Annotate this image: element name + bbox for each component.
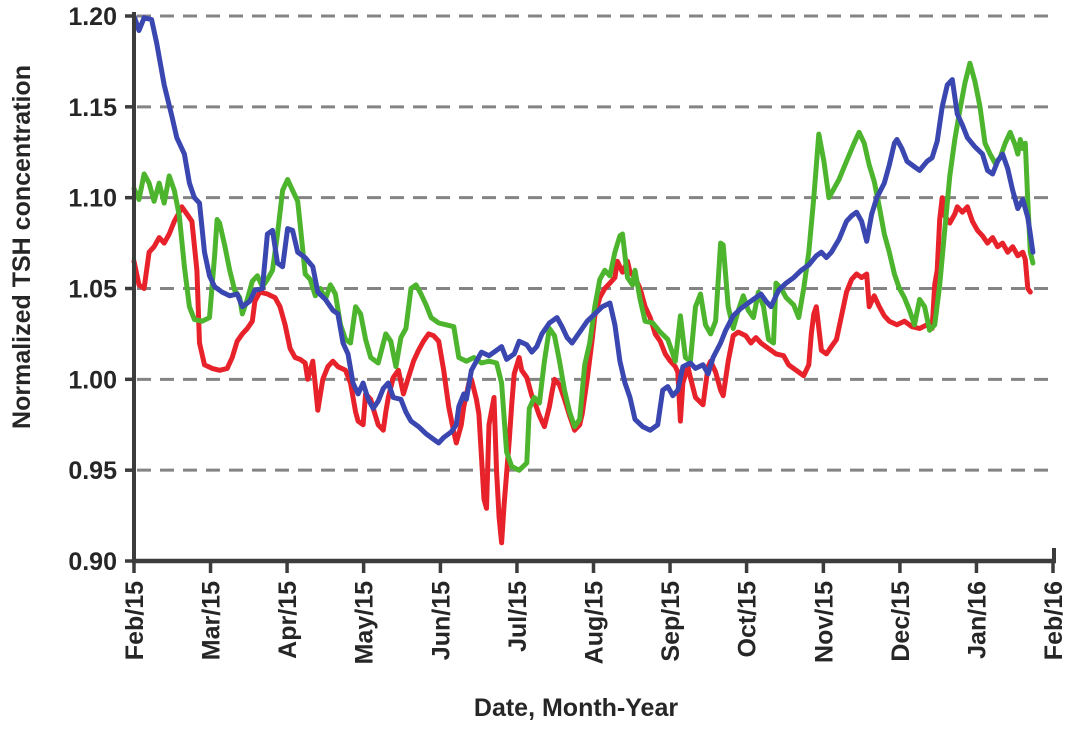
x-tick-label-Feb/15: Feb/15 bbox=[121, 581, 149, 660]
series-line-green bbox=[131, 60, 1036, 473]
y-tick-label-1.00: 1.00 bbox=[68, 366, 117, 394]
x-tick-label-Mar/15: Mar/15 bbox=[198, 581, 226, 660]
series-lines bbox=[131, 13, 1036, 546]
axes bbox=[125, 12, 1056, 573]
x-tick-label-Oct/15: Oct/15 bbox=[734, 581, 762, 658]
x-axis-title: Date, Month-Year bbox=[474, 694, 678, 722]
x-tick-label-Jul/15: Jul/15 bbox=[504, 581, 532, 652]
x-tick-label-May/15: May/15 bbox=[351, 581, 379, 664]
x-tick-label-Jan/16: Jan/16 bbox=[964, 581, 992, 659]
y-tick-label-1.10: 1.10 bbox=[68, 185, 117, 213]
x-tick-label-Dec/15: Dec/15 bbox=[887, 581, 915, 662]
x-tick-label-Aug/15: Aug/15 bbox=[581, 581, 609, 664]
y-axis-tick-labels: 0.90 0.95 1.00 1.05 1.10 1.15 1.20 bbox=[68, 3, 117, 576]
y-tick-label-1.20: 1.20 bbox=[68, 3, 117, 31]
series-line-blue bbox=[131, 13, 1036, 446]
y-tick-label-1.05: 1.05 bbox=[68, 276, 117, 304]
x-axis-tick-labels: Feb/15 Mar/15 Apr/15 May/15 Jun/15 Jul/15 Aug/… bbox=[121, 581, 1068, 664]
x-tick-label-Apr/15: Apr/15 bbox=[274, 581, 302, 659]
x-tick-label-Sep/15: Sep/15 bbox=[657, 581, 685, 662]
y-tick-label-0.95: 0.95 bbox=[68, 457, 117, 485]
x-tick-label-Nov/15: Nov/15 bbox=[810, 581, 838, 663]
y-axis-title: Normalized TSH concentration bbox=[8, 65, 36, 429]
x-tick-label-Jun/15: Jun/15 bbox=[427, 581, 455, 660]
y-tick-label-0.90: 0.90 bbox=[68, 548, 117, 576]
y-tick-label-1.15: 1.15 bbox=[68, 94, 117, 122]
x-tick-label-Feb/16: Feb/16 bbox=[1040, 581, 1068, 660]
